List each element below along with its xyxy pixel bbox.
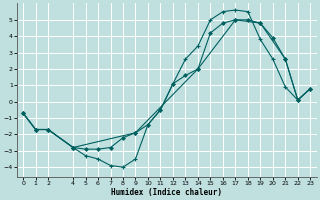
X-axis label: Humidex (Indice chaleur): Humidex (Indice chaleur) xyxy=(111,188,222,197)
